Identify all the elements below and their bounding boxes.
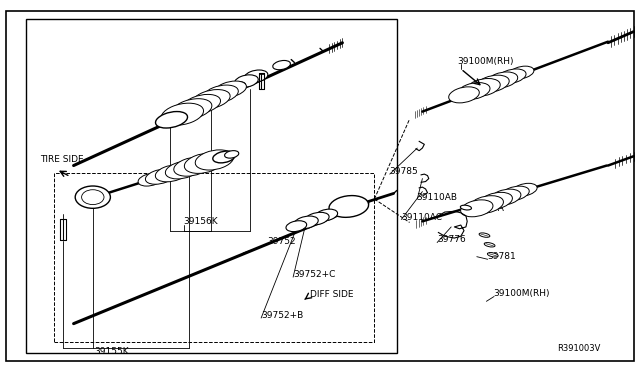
- Text: 39100M(RH): 39100M(RH): [458, 57, 514, 66]
- Ellipse shape: [484, 243, 495, 247]
- Ellipse shape: [145, 169, 175, 184]
- Ellipse shape: [82, 190, 104, 205]
- FancyBboxPatch shape: [26, 19, 397, 353]
- Ellipse shape: [488, 253, 498, 257]
- Text: R391003V: R391003V: [557, 344, 600, 353]
- Ellipse shape: [315, 209, 338, 221]
- Ellipse shape: [244, 70, 268, 83]
- Ellipse shape: [228, 82, 246, 91]
- Ellipse shape: [461, 200, 493, 217]
- Text: 39752: 39752: [268, 237, 296, 246]
- Text: 39781: 39781: [488, 252, 516, 261]
- Ellipse shape: [192, 90, 230, 109]
- Ellipse shape: [161, 103, 204, 125]
- Ellipse shape: [138, 173, 163, 186]
- Text: 39776: 39776: [437, 235, 466, 244]
- Ellipse shape: [457, 83, 490, 100]
- Text: 39110AB: 39110AB: [416, 193, 457, 202]
- Ellipse shape: [214, 81, 246, 97]
- Text: 39155K: 39155K: [95, 347, 129, 356]
- Ellipse shape: [305, 212, 329, 225]
- Ellipse shape: [469, 196, 504, 214]
- Text: TIRE SIDE: TIRE SIDE: [40, 155, 84, 164]
- Ellipse shape: [76, 186, 111, 208]
- Ellipse shape: [513, 183, 537, 196]
- Text: 39110AC: 39110AC: [401, 213, 442, 222]
- Ellipse shape: [490, 189, 521, 205]
- Ellipse shape: [479, 233, 490, 237]
- Ellipse shape: [172, 99, 212, 119]
- Text: DIFF SIDE: DIFF SIDE: [310, 291, 354, 299]
- Ellipse shape: [156, 112, 188, 128]
- Ellipse shape: [182, 94, 221, 114]
- Ellipse shape: [225, 151, 239, 158]
- Ellipse shape: [509, 66, 534, 79]
- Ellipse shape: [234, 75, 259, 87]
- Ellipse shape: [156, 165, 188, 182]
- Ellipse shape: [449, 87, 479, 103]
- Ellipse shape: [294, 216, 318, 229]
- Ellipse shape: [498, 69, 526, 84]
- Ellipse shape: [466, 78, 500, 96]
- Ellipse shape: [476, 75, 509, 92]
- Ellipse shape: [479, 192, 513, 209]
- Ellipse shape: [460, 205, 472, 210]
- Ellipse shape: [174, 157, 210, 176]
- Ellipse shape: [286, 221, 307, 232]
- Text: 39752+C: 39752+C: [293, 270, 335, 279]
- Ellipse shape: [501, 186, 529, 201]
- Ellipse shape: [195, 150, 234, 170]
- Text: 39100M(RH): 39100M(RH): [493, 289, 549, 298]
- Ellipse shape: [184, 153, 223, 173]
- Ellipse shape: [204, 85, 238, 103]
- Text: 39156K: 39156K: [184, 217, 218, 226]
- Ellipse shape: [487, 72, 518, 88]
- Text: 39110A: 39110A: [469, 204, 504, 213]
- FancyBboxPatch shape: [6, 11, 634, 361]
- Ellipse shape: [212, 151, 236, 163]
- Ellipse shape: [273, 61, 291, 70]
- Text: 39785: 39785: [390, 167, 419, 176]
- Text: 39752+B: 39752+B: [261, 311, 303, 320]
- Ellipse shape: [329, 196, 369, 217]
- Ellipse shape: [165, 161, 200, 179]
